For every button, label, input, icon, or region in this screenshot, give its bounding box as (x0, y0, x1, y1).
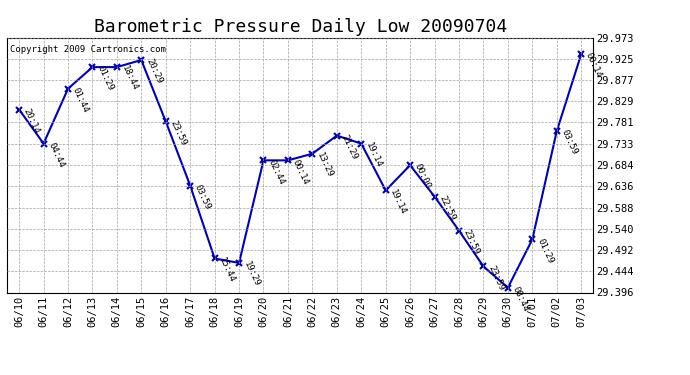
Text: 19:14: 19:14 (364, 141, 384, 169)
Text: 20:14: 20:14 (22, 107, 41, 135)
Text: 19:14: 19:14 (388, 188, 408, 216)
Text: 02:44: 02:44 (266, 158, 286, 186)
Text: 23:59: 23:59 (462, 228, 482, 256)
Text: 00:00: 00:00 (413, 162, 433, 190)
Text: 18:44: 18:44 (119, 64, 139, 93)
Text: 01:29: 01:29 (95, 64, 115, 93)
Text: 23:59: 23:59 (486, 264, 506, 292)
Text: Copyright 2009 Cartronics.com: Copyright 2009 Cartronics.com (10, 45, 166, 54)
Text: 03:59: 03:59 (560, 128, 579, 157)
Text: 00:14: 00:14 (290, 158, 310, 186)
Title: Barometric Pressure Daily Low 20090704: Barometric Pressure Daily Low 20090704 (94, 18, 506, 36)
Text: 13:29: 13:29 (315, 151, 335, 179)
Text: 03:59: 03:59 (193, 183, 213, 211)
Text: 04:44: 04:44 (46, 141, 66, 169)
Text: 01:29: 01:29 (535, 237, 555, 265)
Text: 08:44: 08:44 (511, 285, 530, 313)
Text: 23:59: 23:59 (168, 119, 188, 147)
Text: 21:29: 21:29 (339, 133, 359, 161)
Text: 20:29: 20:29 (144, 57, 164, 86)
Text: 15:44: 15:44 (217, 256, 237, 284)
Text: 22:59: 22:59 (437, 194, 457, 222)
Text: 01:44: 01:44 (71, 86, 90, 114)
Text: 00:14: 00:14 (584, 51, 604, 80)
Text: 19:29: 19:29 (241, 260, 262, 288)
